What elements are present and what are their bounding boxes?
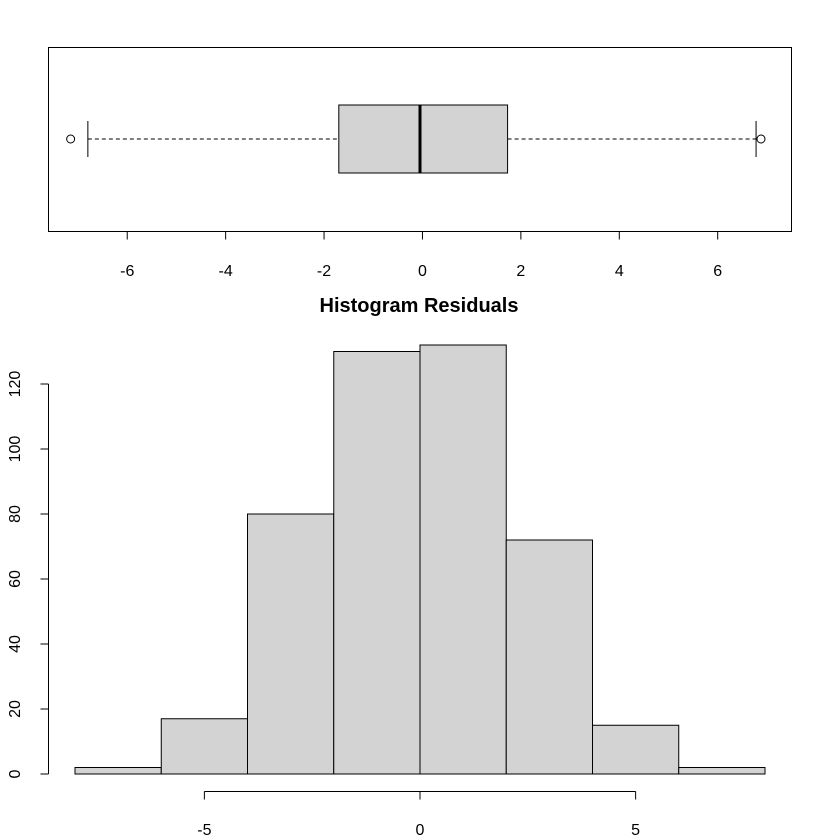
boxplot-x-tick-label: 6 bbox=[713, 263, 722, 280]
histogram-bars bbox=[74, 344, 766, 775]
histogram-title: Histogram Residuals bbox=[320, 295, 519, 317]
histogram-x-tick-label: 5 bbox=[631, 822, 640, 839]
histogram-bar bbox=[592, 724, 680, 775]
histogram-y-tick-label: 0 bbox=[7, 769, 24, 778]
boxplot-x-tick-label: -2 bbox=[317, 263, 331, 280]
boxplot-x-tick-label: -4 bbox=[219, 263, 233, 280]
histogram-bar bbox=[505, 539, 593, 775]
histogram-bar bbox=[160, 718, 248, 775]
boxplot-panel: -6 -4 -2 0 2 4 6 bbox=[48, 47, 792, 280]
boxplot-x-tick-label: -6 bbox=[120, 263, 134, 280]
histogram-y-tick-label: 40 bbox=[7, 635, 24, 653]
histogram-y-tick-label: 60 bbox=[7, 570, 24, 588]
histogram-panel: Histogram Residuals -5 0 5 0 20 40 60 80 100 120 bbox=[7, 295, 766, 839]
histogram-y-tick-label: 120 bbox=[7, 371, 24, 398]
boxplot-marks bbox=[66, 104, 766, 174]
histogram-y-axis: 0 20 40 60 80 100 120 bbox=[7, 371, 49, 778]
histogram-bar bbox=[333, 351, 421, 775]
histogram-x-tick-label: 0 bbox=[416, 822, 425, 839]
histogram-x-axis: -5 0 5 bbox=[197, 791, 640, 839]
boxplot-x-tick-label: 0 bbox=[418, 263, 427, 280]
boxplot-x-tick-label: 2 bbox=[516, 263, 525, 280]
iqr-box bbox=[338, 104, 509, 174]
histogram-bar bbox=[247, 513, 335, 775]
histogram-bar bbox=[419, 344, 507, 775]
histogram-y-tick-label: 100 bbox=[7, 436, 24, 463]
boxplot-x-tick-label: 4 bbox=[615, 263, 624, 280]
histogram-x-tick-label: -5 bbox=[197, 822, 211, 839]
outlier-point bbox=[756, 134, 766, 144]
histogram-bar bbox=[74, 767, 162, 775]
histogram-bar bbox=[678, 767, 766, 775]
outlier-point bbox=[66, 134, 76, 144]
boxplot-x-axis: -6 -4 -2 0 2 4 6 bbox=[120, 231, 722, 280]
histogram-y-tick-label: 80 bbox=[7, 505, 24, 523]
histogram-y-tick-label: 20 bbox=[7, 700, 24, 718]
